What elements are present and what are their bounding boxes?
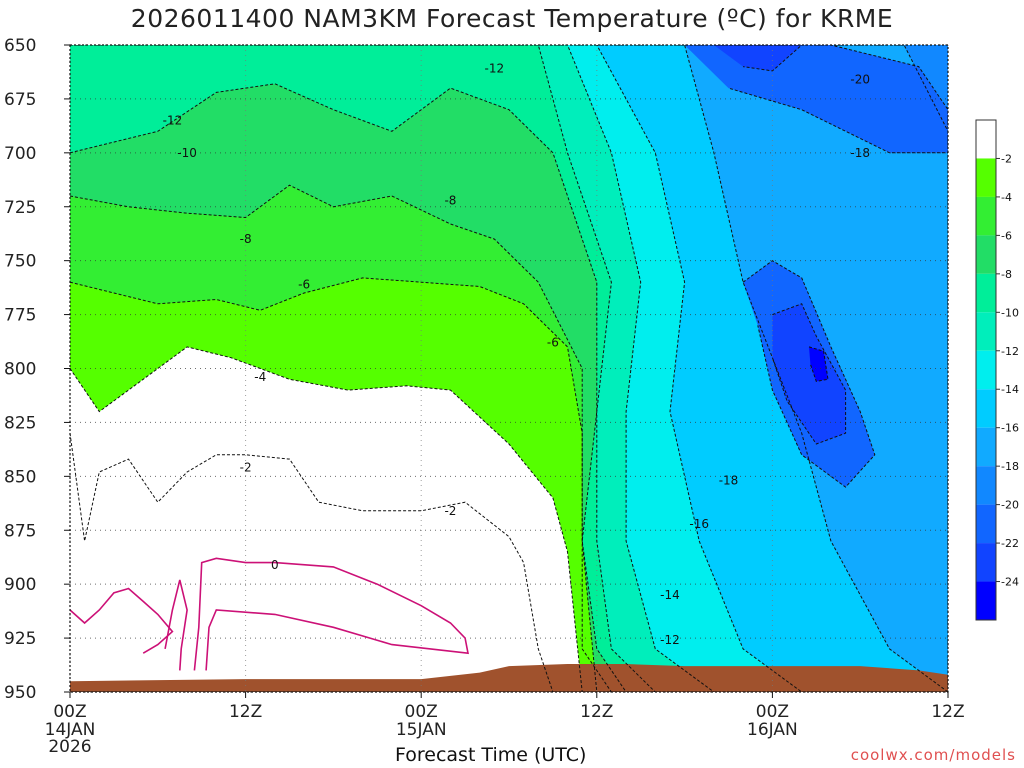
colorbar-bin — [976, 312, 996, 351]
colorbar-label: -18 — [1001, 460, 1019, 473]
colorbar-bin — [976, 120, 996, 159]
contour-label: -8 — [444, 193, 456, 207]
contour-label: -10 — [177, 146, 197, 160]
plot-area — [70, 45, 948, 692]
contour-label: -6 — [298, 277, 310, 291]
contour-label: -2 — [444, 504, 456, 518]
colorbar-label: -2 — [1001, 152, 1012, 165]
x-tick-date-label: 15JAN — [396, 720, 447, 740]
contour-labels: -12 -20 -12 -10 -18 -8 -8 -6 -6 -4 -2 -18 -2 -16 0 -14 -… — [163, 62, 870, 648]
colorbar-label: -24 — [1001, 576, 1019, 589]
x-tick-label: 00Z — [405, 702, 438, 722]
colorbar-bin — [976, 504, 996, 544]
freezing-line-0c — [164, 579, 188, 671]
x-tick-label: 12Z — [931, 702, 964, 722]
colorbar-bin — [976, 543, 996, 582]
contour-label: 0 — [271, 558, 279, 572]
axes: 650 675 700 725 750 775 800 825 850 875 900 925 950 0… — [4, 36, 965, 757]
colorbar-bin — [976, 235, 996, 274]
y-tick-label: 925 — [4, 629, 36, 649]
contour-line — [742, 260, 876, 488]
x-tick-label: 00Z — [756, 702, 789, 722]
y-tick-label: 900 — [4, 575, 36, 595]
y-tick-label: 650 — [4, 36, 36, 56]
y-tick-label: 825 — [4, 413, 36, 433]
contour-line — [70, 45, 715, 692]
contour-label: -12 — [485, 62, 505, 76]
x-tick-label: 00Z — [53, 702, 86, 722]
contour-line — [70, 45, 803, 692]
core-top-minus-20 — [684, 45, 948, 153]
colorbar-label: -4 — [1001, 191, 1012, 204]
colorbar-label: -22 — [1001, 537, 1019, 550]
contour-line — [70, 83, 627, 692]
contour-label: -2 — [240, 461, 252, 475]
colorbar-bin — [976, 581, 996, 620]
contour-label: -6 — [547, 336, 559, 350]
colorbar-bin — [976, 196, 996, 236]
contour-line — [713, 45, 803, 72]
y-tick-label: 850 — [4, 467, 36, 487]
x-axis-label: Forecast Time (UTC) — [395, 744, 587, 766]
colorbar-bin — [976, 350, 996, 390]
contour-line — [70, 45, 948, 692]
colorbar-label: -16 — [1001, 422, 1019, 435]
contour-label: -12 — [163, 113, 183, 127]
contour-label: -18 — [850, 146, 870, 160]
y-tick-label: 700 — [4, 144, 36, 164]
y-tick-label: 800 — [4, 360, 36, 380]
colorbar-bin — [976, 158, 996, 197]
contour-label: -20 — [850, 73, 870, 87]
colorbar-bin — [976, 427, 996, 467]
colorbar-label: -20 — [1001, 499, 1019, 512]
colorbar-label: -14 — [1001, 383, 1019, 396]
terrain-ground — [70, 664, 948, 692]
y-tick-label: 750 — [4, 252, 36, 272]
contour-label: -14 — [660, 588, 680, 602]
contour-line — [70, 45, 657, 692]
colorbar-label: -12 — [1001, 345, 1019, 358]
y-tick-label: 725 — [4, 198, 36, 218]
y-tick-label: 675 — [4, 90, 36, 110]
contour-lines — [70, 45, 948, 692]
x-tick-date-label: 14JAN — [45, 720, 96, 740]
contour-label: -18 — [719, 474, 739, 488]
colorbar-bin — [976, 466, 996, 505]
x-tick-label: 12Z — [229, 702, 262, 722]
contour-line — [70, 346, 583, 692]
contour-line — [70, 433, 554, 692]
colorbar-label: -6 — [1001, 229, 1012, 242]
contour-line — [70, 184, 613, 692]
contour-label: -4 — [254, 370, 266, 384]
y-tick-label: 875 — [4, 521, 36, 541]
plot-border — [69, 44, 949, 693]
contour-line — [771, 303, 847, 445]
contour-label: -16 — [689, 517, 709, 531]
x-tick-year-label: 2026 — [48, 737, 91, 757]
core-top-minus-22 — [713, 45, 802, 71]
contour-label: -12 — [660, 633, 680, 647]
contour-line — [684, 45, 948, 154]
band-above-minus-2 — [70, 433, 553, 692]
contour-label: -8 — [240, 232, 252, 246]
contour-line — [808, 346, 829, 382]
chart-title: 2026011400 NAM3KM Forecast Temperature (… — [130, 4, 894, 33]
colorbar-bin — [976, 389, 996, 428]
colorbar-border — [975, 119, 997, 621]
y-tick-label: 775 — [4, 306, 36, 326]
y-tick-label: 950 — [4, 683, 36, 703]
colorbar: -2 -4 -6 -8 -10 -12 -14 -16 -18 -20 -22 -24 — [975, 119, 1019, 621]
core-minus-22 — [772, 303, 846, 444]
colorbar-label: -10 — [1001, 306, 1019, 319]
freezing-line-0c — [193, 557, 469, 671]
contour-line — [70, 277, 598, 692]
x-tick-date-label: 16JAN — [747, 720, 798, 740]
site-credit: coolwx.com/models — [850, 746, 1016, 764]
core-minus-24 — [809, 346, 828, 382]
colorbar-label: -8 — [1001, 268, 1012, 281]
colorbar-bin — [976, 273, 996, 313]
x-tick-label: 12Z — [580, 702, 613, 722]
freezing-line-0c — [70, 587, 174, 654]
